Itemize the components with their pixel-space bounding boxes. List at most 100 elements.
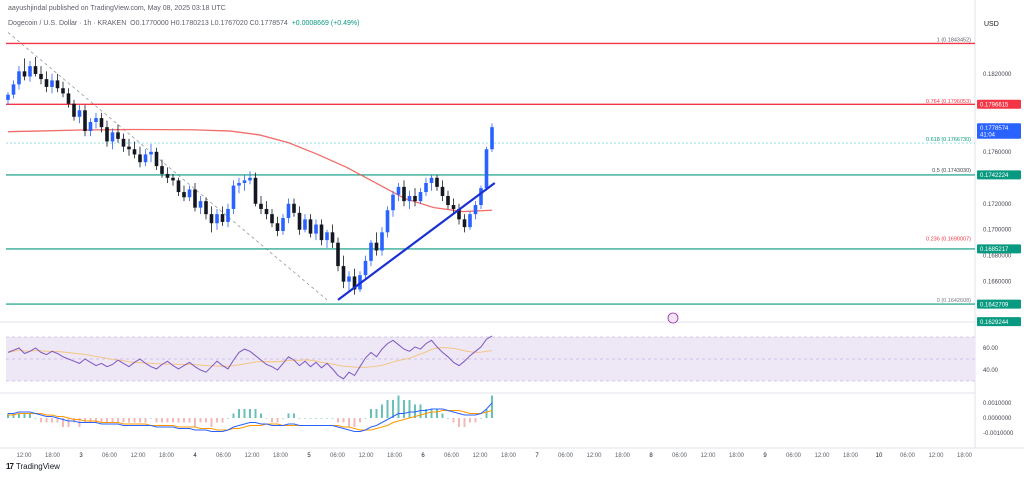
time-tick-label: 06:00 <box>102 453 118 459</box>
dashed-trend-line <box>7 32 328 301</box>
author-line: aayushjindal published on TradingView.co… <box>8 5 226 12</box>
macd-histogram-bar <box>89 418 92 423</box>
candle-body <box>275 223 280 232</box>
candle-body <box>341 266 346 282</box>
candle-body <box>462 219 467 228</box>
macd-histogram-bar <box>458 418 460 427</box>
macd-histogram-bar <box>403 400 405 418</box>
macd-histogram-bar <box>463 418 466 427</box>
symbol-header: Dogecoin / U.S. Dollar · 1h · KRAKEN O0.… <box>8 20 359 27</box>
price-tag-label: 0.1629244 <box>980 320 1009 326</box>
candle-body <box>369 242 373 261</box>
fib-level-label: 0.764 (0.1796053) <box>926 99 971 105</box>
macd-histogram-bar <box>342 418 345 423</box>
candle-body <box>198 201 203 208</box>
candle-body <box>72 103 76 117</box>
macd-histogram-bar <box>370 409 372 418</box>
macd-histogram-bar <box>221 418 224 423</box>
macd-histogram-bar <box>397 395 400 418</box>
macd-histogram-bar <box>73 418 75 423</box>
macd-histogram-bar <box>84 418 86 423</box>
price-tick-label: 0.1720000 <box>983 202 1012 208</box>
candle-body <box>468 214 472 228</box>
macd-histogram-bar <box>12 413 15 418</box>
macd-histogram-bar <box>100 418 103 423</box>
macd-histogram-bar <box>128 418 130 423</box>
macd-histogram-bar <box>161 418 163 423</box>
candle-body <box>215 214 219 224</box>
moving-average-line <box>7 128 493 213</box>
tradingview-logo-text: TradingView <box>15 462 60 471</box>
macd-histogram-bar <box>183 418 185 423</box>
candle-body <box>22 71 27 77</box>
time-tick-label: 06:00 <box>558 453 574 459</box>
macd-histogram-bar <box>441 413 444 418</box>
macd-histogram-bar <box>480 418 482 419</box>
candle-body <box>319 224 324 241</box>
price-tag-label: 0.1742224 <box>980 173 1009 179</box>
candle-body <box>490 127 494 150</box>
macd-histogram-bar <box>353 418 356 427</box>
candle-body <box>297 212 302 230</box>
time-tick-label: 06:00 <box>216 453 232 459</box>
macd-histogram-bar <box>414 404 416 418</box>
price-tag <box>977 317 1021 327</box>
candle-body <box>270 214 274 224</box>
price-tag-label: 41:04 <box>980 132 996 138</box>
macd-histogram-bar <box>194 418 196 427</box>
time-tick-label: 12:00 <box>814 453 830 459</box>
macd-histogram-bar <box>309 418 312 419</box>
macd-histogram-bar <box>276 418 279 423</box>
macd-histogram-bar <box>210 418 213 427</box>
tradingview-logo[interactable]: 17 TradingView <box>6 462 60 471</box>
macd-histogram-bar <box>359 418 361 423</box>
macd-histogram-bar <box>326 418 328 419</box>
macd-histogram-bar <box>320 418 323 419</box>
macd-histogram-bar <box>452 418 455 423</box>
macd-histogram-bar <box>216 418 218 423</box>
candle-body <box>413 195 417 202</box>
macd-histogram-bar <box>7 413 9 418</box>
macd-signal-line <box>8 410 493 431</box>
fib-level-label: 0.618 (0.1766730) <box>926 137 971 143</box>
time-tick-label: 18:00 <box>387 453 403 459</box>
fib-level-label: 1 (0.1843452) <box>937 37 971 43</box>
time-tick-label: 06:00 <box>444 453 460 459</box>
macd-histogram-bar <box>45 418 48 423</box>
candle-body <box>121 138 126 147</box>
time-tick-label: 12:00 <box>586 453 602 459</box>
price-tag-label: 0.1778574 <box>980 126 1009 132</box>
macd-histogram-bar <box>150 418 152 419</box>
time-tick-label: 12:00 <box>472 453 488 459</box>
time-tick-label: 6 <box>421 453 425 459</box>
price-tick-label: 0.1760000 <box>983 150 1012 156</box>
macd-histogram-bar <box>469 418 471 423</box>
candle-body <box>380 232 384 251</box>
time-tick-label: 06:00 <box>786 453 802 459</box>
time-tick-label: 18:00 <box>159 453 175 459</box>
macd-histogram-bar <box>392 400 394 418</box>
price-tick-label: 0.1700000 <box>983 228 1012 234</box>
price-tag <box>977 170 1021 180</box>
candle-body <box>6 94 10 100</box>
candle-body <box>17 71 21 85</box>
macd-histogram-bar <box>260 413 262 418</box>
macd-histogram-bar <box>29 413 31 418</box>
candle-body <box>182 192 186 198</box>
candle-body <box>336 242 340 267</box>
candle-body <box>116 132 120 139</box>
time-tick-label: 06:00 <box>900 453 916 459</box>
macd-histogram-bar <box>337 418 339 423</box>
macd-histogram-bar <box>144 418 147 423</box>
candle-body <box>99 118 104 128</box>
macd-histogram-bar <box>188 418 191 423</box>
time-tick-label: 12:00 <box>244 453 260 459</box>
price-change: +0.0008669 (+0.49%) <box>291 20 360 27</box>
candle-body <box>83 110 87 132</box>
time-tick-label: 12:00 <box>130 453 146 459</box>
candle-body <box>457 208 461 220</box>
price-tag <box>977 244 1021 254</box>
candle-body <box>281 218 285 232</box>
price-tag-label: 0.1796615 <box>980 102 1009 108</box>
